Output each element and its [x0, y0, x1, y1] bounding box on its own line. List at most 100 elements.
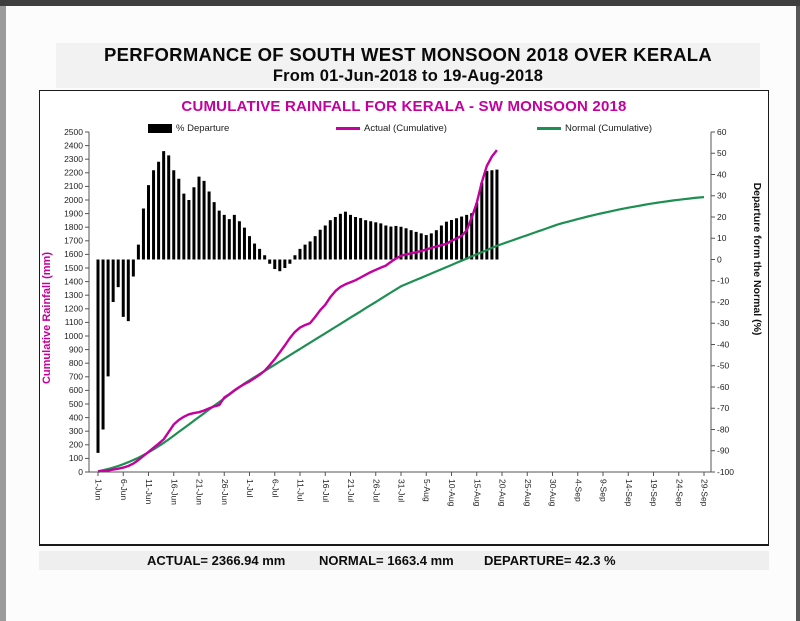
x-tick-label: 1-Jun: [94, 479, 104, 501]
legend-item-normal: Normal (Cumulative): [537, 122, 652, 134]
departure-bar: [313, 236, 317, 260]
legend-label-actual: Actual (Cumulative): [364, 122, 447, 134]
departure-bar: [414, 231, 418, 260]
x-tick-label: 25-Aug: [523, 479, 533, 507]
departure-bar: [298, 248, 302, 260]
departure-bar: [343, 211, 347, 260]
departure-bar: [116, 259, 120, 288]
y-right-tick-label: 50: [717, 148, 727, 158]
departure-bar: [444, 221, 448, 260]
departure-bar: [222, 214, 226, 260]
y-left-tick-label: 2200: [64, 168, 83, 178]
departure-bar: [237, 221, 241, 260]
y-left-tick-label: 200: [69, 440, 83, 450]
departure-bar: [131, 259, 135, 277]
y-right-tick-label: -80: [717, 424, 730, 434]
departure-bar: [485, 170, 489, 260]
y-left-tick-label: 600: [69, 385, 83, 395]
departure-bar: [106, 259, 110, 377]
y-left-tick-label: 2000: [64, 195, 83, 205]
y-left-axis-title: Cumulative Rainfall (mm): [41, 252, 53, 384]
y-left-tick-label: 1300: [64, 290, 83, 300]
y-right-tick-label: 40: [717, 169, 727, 179]
departure-bar: [333, 217, 337, 260]
departure-bar: [318, 229, 322, 260]
departure-bar: [263, 255, 267, 260]
departure-bar: [217, 210, 221, 260]
legend-label-normal: Normal (Cumulative): [565, 122, 653, 134]
y-right-tick-label: -30: [717, 318, 730, 328]
departure-bar: [126, 259, 130, 322]
stat-departure: DEPARTURE= 42.3 %: [484, 553, 616, 568]
window-right-edge: [796, 6, 800, 621]
departure-bar: [202, 180, 206, 260]
departure-bar: [227, 219, 231, 260]
x-tick-label: 5-Aug: [422, 479, 432, 502]
departure-bar: [429, 233, 433, 260]
y-left-tick-label: 2400: [64, 140, 83, 150]
departure-bar: [308, 241, 312, 260]
report-subtitle: From 01-Jun-2018 to 19-Aug-2018: [272, 67, 544, 85]
y-left-tick-label: 500: [69, 399, 83, 409]
x-tick-label: 4-Sep: [573, 479, 583, 502]
x-tick-label: 30-Aug: [548, 479, 558, 507]
departure-bar-swatch-icon: [148, 123, 172, 133]
departure-bar: [111, 259, 115, 302]
departure-bar: [242, 227, 246, 260]
departure-bar: [349, 214, 352, 260]
y-right-tick-label: -70: [717, 403, 730, 413]
y-right-tick-label: 60: [717, 127, 727, 137]
departure-bar: [253, 243, 257, 260]
departure-bar: [338, 213, 342, 260]
departure-bar: [157, 161, 161, 260]
departure-bar: [232, 214, 236, 260]
y-right-tick-label: -20: [717, 297, 730, 307]
x-tick-label: 26-Jun: [220, 479, 230, 505]
x-tick-label: 6-Jun: [119, 479, 129, 501]
x-tick-label: 31-Jul: [397, 479, 407, 502]
departure-bar: [394, 225, 398, 260]
x-tick-label: 10-Aug: [447, 479, 457, 507]
y-left-tick-label: 1700: [64, 236, 83, 246]
y-left-tick-label: 400: [69, 412, 83, 422]
y-right-tick-label: 30: [717, 191, 727, 201]
departure-bar: [475, 202, 479, 260]
departure-bar: [409, 230, 413, 260]
actual-line-swatch-icon: [336, 126, 360, 130]
y-left-tick-label: 1800: [64, 222, 83, 232]
y-left-tick-label: 1400: [64, 276, 83, 286]
departure-bar: [152, 170, 156, 260]
departure-bar: [212, 202, 216, 260]
x-tick-label: 1-Jul: [245, 479, 255, 498]
legend-label-departure: % Departure: [176, 122, 230, 134]
normal-line: [97, 196, 705, 473]
y-left-tick-label: 0: [78, 467, 83, 477]
departure-bar: [419, 233, 423, 260]
chart-legend: % Departure Actual (Cumulative) Normal (…: [40, 122, 768, 134]
normal-line-swatch-icon: [537, 126, 561, 130]
y-left-tick-label: 1100: [65, 317, 84, 327]
plot-svg: Cumulative Rainfall (mm) Departure form …: [41, 127, 763, 507]
departure-bar: [465, 214, 469, 260]
departure-bar: [187, 200, 191, 260]
y-right-tick-label: 0: [717, 254, 722, 264]
legend-item-departure: % Departure: [148, 122, 229, 134]
y-left-tick-label: 900: [69, 344, 83, 354]
departure-bar: [96, 259, 100, 453]
y-right-tick-label: -60: [717, 382, 730, 392]
departure-bar: [369, 221, 373, 260]
departure-bar: [404, 228, 408, 260]
x-tick-label: 19-Sep: [649, 479, 659, 507]
y-right-tick-label: -10: [717, 276, 730, 286]
x-tick-label: 16-Jul: [321, 479, 331, 502]
departure-bar: [197, 176, 201, 260]
y-left-tick-label: 700: [69, 372, 83, 382]
departure-bar: [207, 191, 211, 260]
departure-bar: [288, 259, 292, 264]
y-left-tick-label: 1200: [64, 304, 83, 314]
departure-bar: [460, 216, 464, 260]
window-left-edge: [0, 6, 6, 621]
x-tick-label: 16-Jun: [169, 479, 179, 505]
departure-bar: [434, 230, 438, 260]
departure-bar: [399, 226, 403, 260]
